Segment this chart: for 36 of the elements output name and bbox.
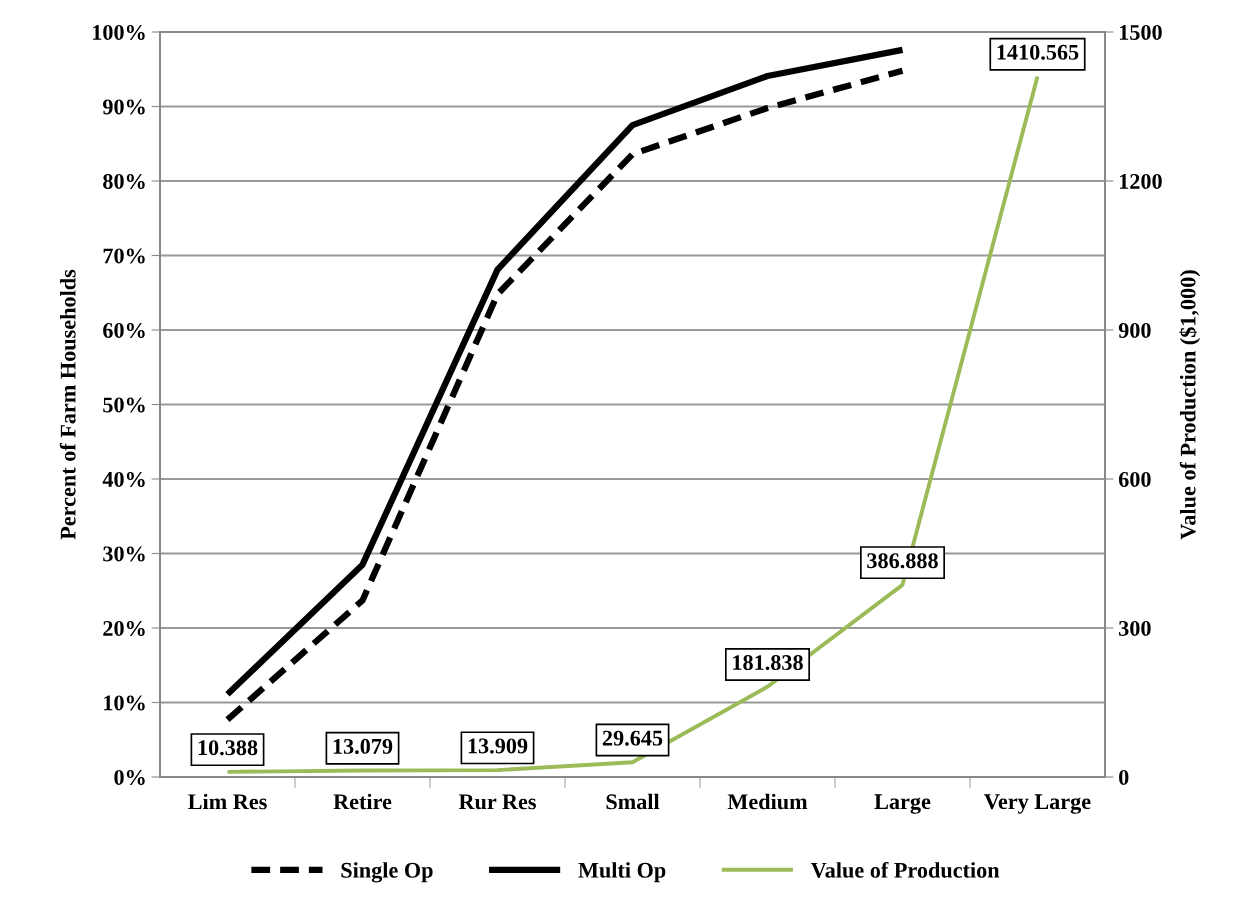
y-tick-label: 90% bbox=[102, 99, 145, 115]
legend-label: Single Op bbox=[341, 862, 433, 883]
data-label: 13.079 bbox=[333, 738, 393, 754]
legend-label: Multi Op bbox=[578, 862, 666, 883]
data-label: 1410.565 bbox=[997, 44, 1079, 60]
y2-tick-label: 600 bbox=[1118, 471, 1151, 487]
y2-tick-label: 300 bbox=[1119, 620, 1151, 636]
legend-label: Value of Production bbox=[810, 861, 1000, 878]
data-label: 181.838 bbox=[733, 655, 803, 671]
y-tick-label: 10% bbox=[104, 695, 145, 711]
data-label: 10.388 bbox=[198, 740, 258, 756]
y2-tick-label: 0 bbox=[1119, 769, 1129, 785]
y2-axis-title: Value of Production ($1,000) bbox=[1179, 270, 1201, 540]
x-tick-label: Large bbox=[874, 794, 931, 814]
y-tick-label: 80% bbox=[103, 173, 145, 189]
y2-tick-label: 900 bbox=[1118, 322, 1151, 338]
x-tick-label: Rur Res bbox=[458, 794, 536, 810]
data-label: 13.909 bbox=[468, 738, 528, 754]
y-axis-title: Percent of Farm Households bbox=[59, 269, 76, 540]
x-tick-label: Lim Res bbox=[188, 793, 267, 810]
y2-tick-label: 1500 bbox=[1119, 24, 1162, 40]
y-tick-label: 100% bbox=[93, 24, 145, 40]
y-tick-label: 60% bbox=[103, 322, 145, 338]
x-tick-label: Retire bbox=[333, 793, 392, 810]
y-tick-label: 70% bbox=[103, 248, 145, 264]
x-tick-label: Very Large bbox=[984, 794, 1091, 814]
y-tick-label: 30% bbox=[103, 546, 145, 562]
y-tick-label: 50% bbox=[103, 397, 145, 413]
data-label: 386.888 bbox=[867, 553, 938, 569]
y-tick-label: 40% bbox=[102, 471, 145, 487]
y2-tick-label: 1200 bbox=[1119, 173, 1162, 189]
y-tick-label: 20% bbox=[103, 620, 145, 636]
x-tick-label: Medium bbox=[727, 793, 808, 810]
data-label: 29.645 bbox=[602, 730, 663, 746]
x-tick-label: Small bbox=[606, 793, 660, 810]
y-tick-label: 0% bbox=[114, 769, 145, 785]
